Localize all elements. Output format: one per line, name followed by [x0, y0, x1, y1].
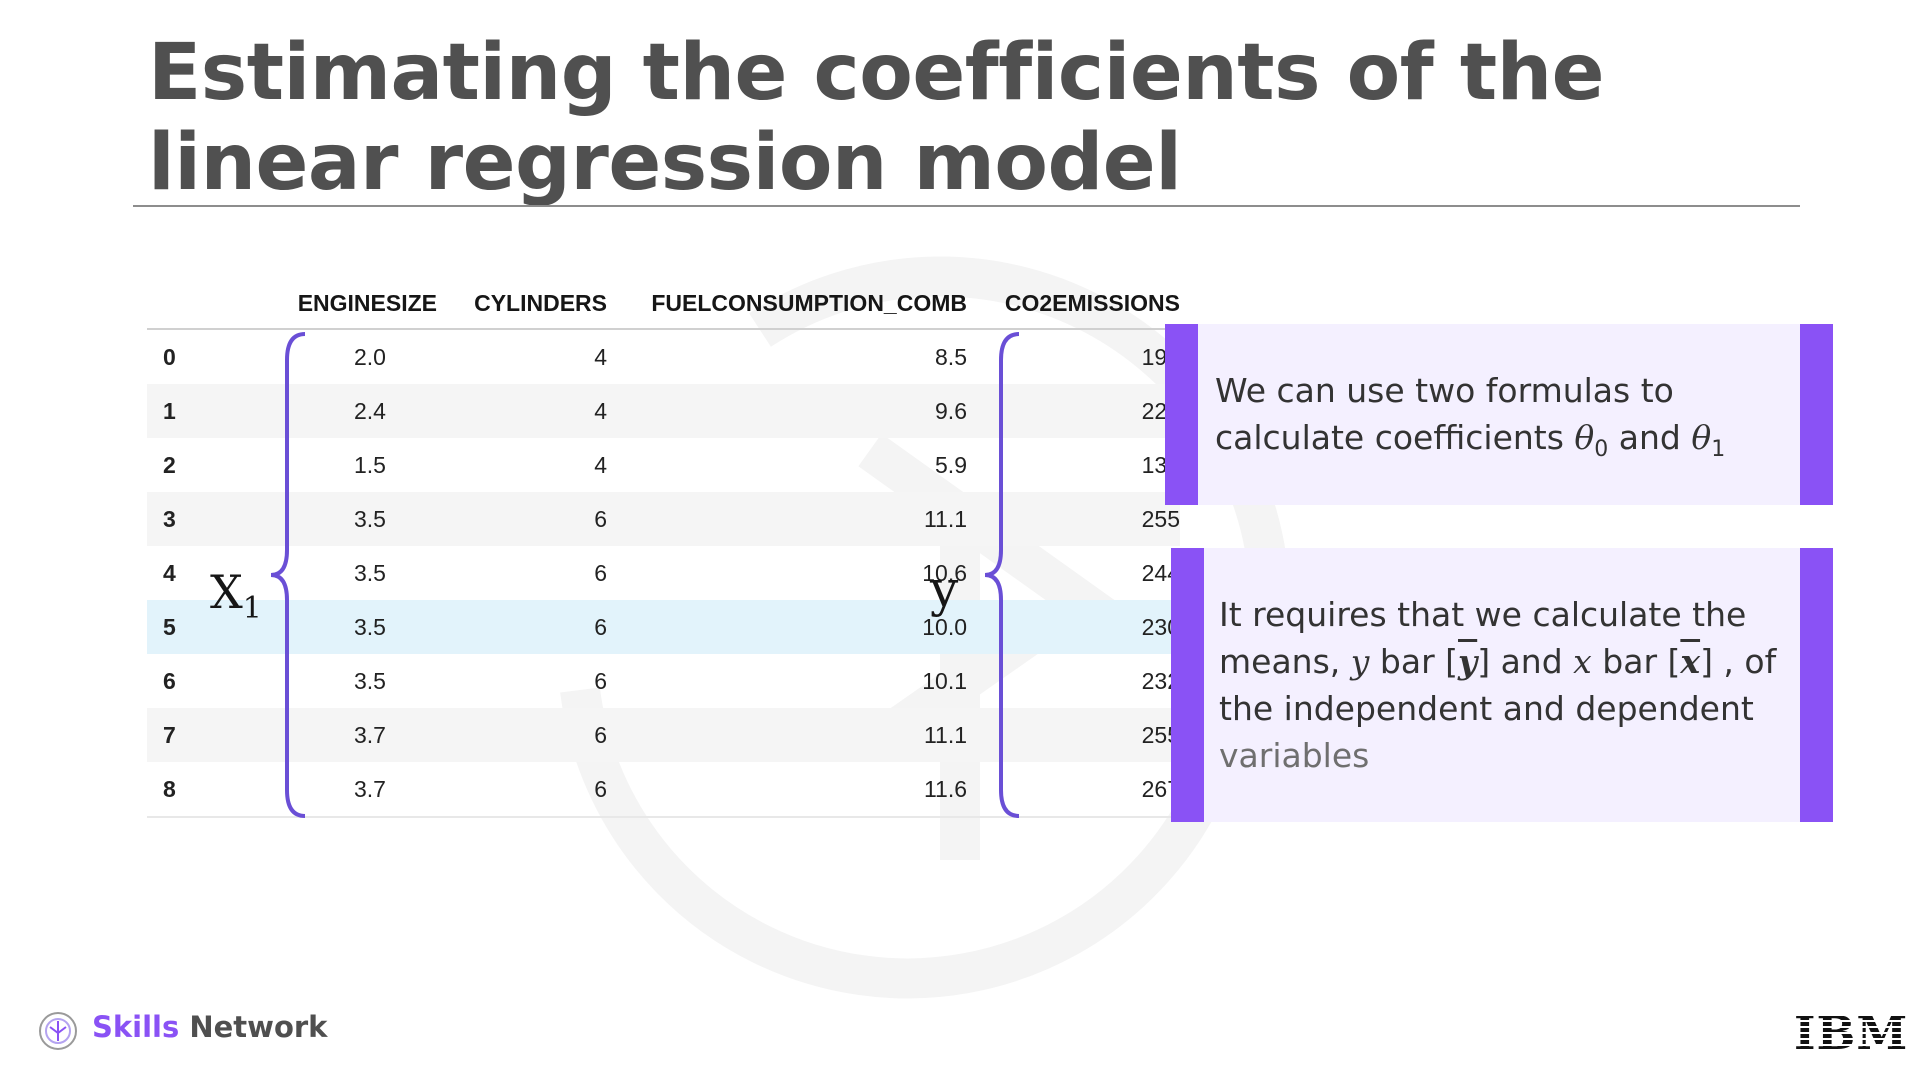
row-index: 0	[163, 343, 176, 370]
cell-cylinders: 6	[437, 492, 607, 546]
page-title: Estimating the coefficients of the linea…	[148, 28, 1605, 208]
y-brace-label: y	[930, 560, 959, 618]
cell-enginesize: 3.5	[237, 492, 437, 546]
y-curly-brace-icon	[984, 332, 1020, 818]
cell-cylinders: 6	[594, 667, 607, 694]
cell-fuelconsumption: 8.5	[935, 343, 967, 370]
cell-enginesize: 2.4	[237, 384, 437, 438]
header-cylinders: CYLINDERS	[437, 278, 607, 330]
means-callout: It requires that we calculate the means,…	[1171, 548, 1833, 822]
cell-fuelconsumption: 10.1	[922, 667, 967, 694]
table-header-row: ENGINESIZE CYLINDERS FUELCONSUMPTION_COM…	[147, 278, 1180, 330]
row-index: 3	[147, 492, 237, 546]
header-index	[147, 278, 237, 330]
cell-enginesize: 3.5	[354, 667, 386, 694]
cell-enginesize: 2.0	[354, 343, 386, 370]
cell-fuelconsumption: 9.6	[607, 384, 967, 438]
formulas-callout: We can use two formulas to calculate coe…	[1165, 324, 1833, 505]
cell-fuelconsumption: 11.1	[607, 492, 967, 546]
cell-enginesize: 3.5	[354, 559, 386, 586]
cell-cylinders: 4	[594, 343, 607, 370]
formulas-callout-text: We can use two formulas to calculate coe…	[1215, 371, 1726, 462]
cell-cylinders: 4	[437, 384, 607, 438]
row-index: 5	[147, 600, 237, 654]
cell-fuelconsumption: 11.1	[607, 708, 967, 762]
cell-fuelconsumption: 11.6	[607, 762, 967, 818]
skills-network-brand: Skills Network	[92, 1010, 328, 1044]
row-index: 6	[163, 667, 176, 694]
cell-enginesize: 3.5	[237, 600, 437, 654]
cell-cylinders: 6	[437, 762, 607, 818]
row-index: 2	[163, 451, 176, 478]
x1-brace-label: X1	[210, 565, 262, 627]
header-fuelconsumption: FUELCONSUMPTION_COMB	[607, 278, 967, 330]
callout-accent-right	[1800, 548, 1833, 822]
callout-accent-right	[1800, 324, 1833, 505]
row-index: 1	[147, 384, 237, 438]
cell-enginesize: 1.5	[354, 451, 386, 478]
cell-fuelconsumption: 10.6	[922, 559, 967, 586]
cell-cylinders: 6	[437, 708, 607, 762]
ibm-logo: IBM	[1794, 1006, 1909, 1060]
header-co2emissions: CO2EMISSIONS	[967, 278, 1180, 330]
callout-accent-left	[1171, 548, 1204, 822]
header-enginesize: ENGINESIZE	[237, 278, 437, 330]
cell-fuelconsumption: 5.9	[935, 451, 967, 478]
table-row-highlighted: 5 3.5 6 10.0 230	[147, 600, 1180, 654]
table-row: 3 3.5 6 11.1 255	[147, 492, 1180, 546]
row-index: 7	[147, 708, 237, 762]
skills-network-logo-icon	[39, 1012, 77, 1050]
cell-enginesize: 3.7	[237, 762, 437, 818]
title-divider	[133, 205, 1800, 207]
row-index: 4	[163, 559, 176, 586]
cell-cylinders: 6	[594, 559, 607, 586]
cell-cylinders: 4	[594, 451, 607, 478]
row-index: 8	[147, 762, 237, 818]
x-curly-brace-icon	[270, 332, 306, 818]
cell-enginesize: 3.7	[237, 708, 437, 762]
callout-accent-left	[1165, 324, 1198, 505]
means-callout-text: It requires that we calculate the means,…	[1219, 595, 1777, 775]
cell-fuelconsumption: 10.0	[607, 600, 967, 654]
cell-cylinders: 6	[437, 600, 607, 654]
table-row: 1 2.4 4 9.6 221	[147, 384, 1180, 438]
